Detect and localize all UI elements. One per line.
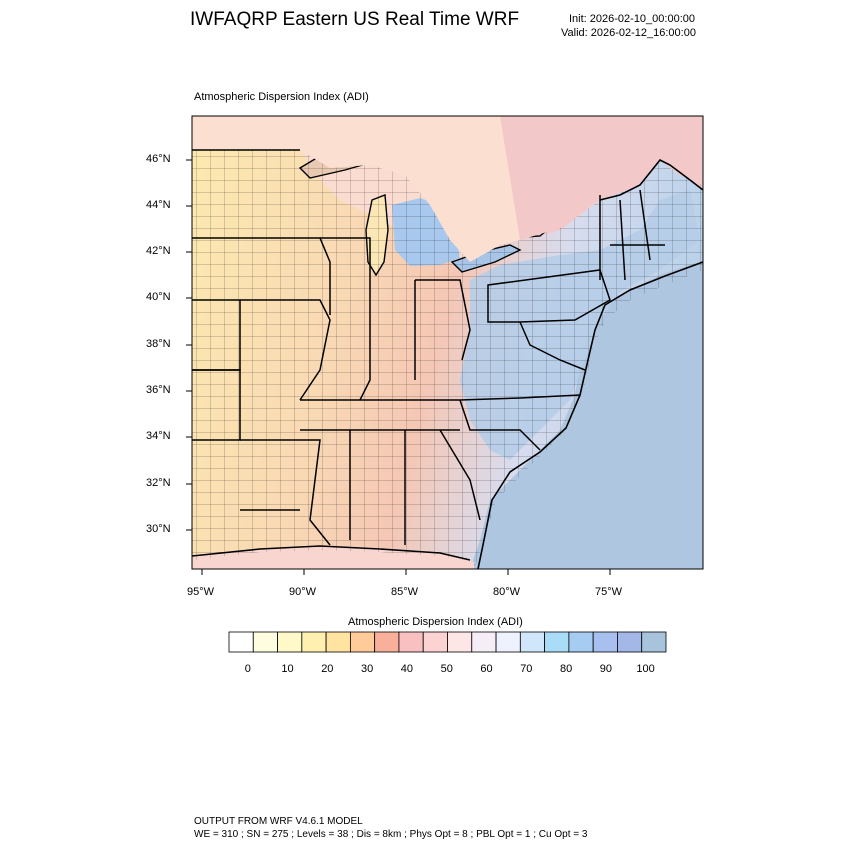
footer-model: OUTPUT FROM WRF V4.6.1 MODEL — [194, 816, 363, 827]
gulf-overlay — [192, 550, 474, 569]
colorbar-tick-label: 0 — [244, 663, 251, 675]
colorbar-tick-label: 60 — [480, 663, 493, 675]
lat-ticks — [186, 159, 192, 531]
colorbar-tick-label: 30 — [361, 663, 374, 675]
colorbar — [228, 631, 667, 653]
map-frame — [191, 115, 704, 570]
colorbar-tick-label: 100 — [636, 663, 655, 675]
colorbar-tick-label: 70 — [520, 663, 533, 675]
field-title: Atmospheric Dispersion Index (ADI) — [194, 91, 369, 103]
init-time: Init: 2026-02-10_00:00:00 — [569, 13, 695, 25]
lat-label: 30°N — [146, 523, 171, 535]
colorbar-swatch — [592, 631, 618, 653]
colorbar-swatch — [641, 631, 667, 653]
valid-time: Valid: 2026-02-12_16:00:00 — [561, 27, 696, 39]
colorbar-swatch — [471, 631, 497, 653]
colorbar-tick-label: 10 — [281, 663, 294, 675]
colorbar-tick-label: 80 — [560, 663, 573, 675]
lat-label: 44°N — [146, 199, 171, 211]
lat-label: 36°N — [146, 384, 171, 396]
quebec-overlay — [500, 116, 703, 240]
colorbar-tick-label: 50 — [440, 663, 453, 675]
colorbar-swatch — [301, 631, 327, 653]
colorbar-swatch — [617, 631, 643, 653]
colorbar-swatch — [519, 631, 546, 653]
colorbar-swatch — [228, 631, 254, 653]
ocean-overlay — [474, 270, 703, 569]
colorbar-swatch — [325, 631, 351, 653]
colorbar-swatch — [422, 631, 448, 653]
lon-label: 75°W — [595, 586, 623, 598]
colorbar-swatch — [277, 631, 303, 653]
colorbar-swatch — [544, 631, 570, 653]
colorbar-swatch — [374, 631, 400, 653]
state-borders — [192, 149, 665, 546]
page-title: IWFAQRP Eastern US Real Time WRF — [190, 9, 520, 30]
lon-label: 80°W — [493, 586, 521, 598]
lon-label: 85°W — [391, 586, 419, 598]
map-panel — [192, 116, 703, 569]
lat-label: 46°N — [146, 153, 171, 165]
colorbar-title: Atmospheric Dispersion Index (ADI) — [348, 616, 523, 628]
lon-ticks — [201, 569, 611, 575]
lat-label: 34°N — [146, 430, 171, 442]
lat-label: 38°N — [146, 338, 171, 350]
colorbar-tick-label: 90 — [599, 663, 613, 675]
colorbar-swatch — [568, 631, 594, 653]
lat-label: 42°N — [146, 245, 171, 257]
colorbar-swatch — [398, 631, 424, 653]
colorbar-swatch — [252, 631, 278, 653]
colorbar-swatch — [495, 631, 521, 653]
colorbar-tick-label: 40 — [400, 663, 414, 675]
footer-config: WE = 310 ; SN = 275 ; Levels = 38 ; Dis … — [194, 829, 588, 840]
lat-label: 40°N — [146, 291, 171, 303]
lon-label: 90°W — [289, 586, 317, 598]
lat-label: 32°N — [146, 477, 171, 489]
colorbar-tick-label: 20 — [321, 663, 334, 675]
colorbar-swatch — [447, 631, 473, 653]
coastlines — [192, 158, 703, 569]
colorbar-swatch — [349, 631, 376, 653]
lon-label: 95°W — [187, 586, 215, 598]
